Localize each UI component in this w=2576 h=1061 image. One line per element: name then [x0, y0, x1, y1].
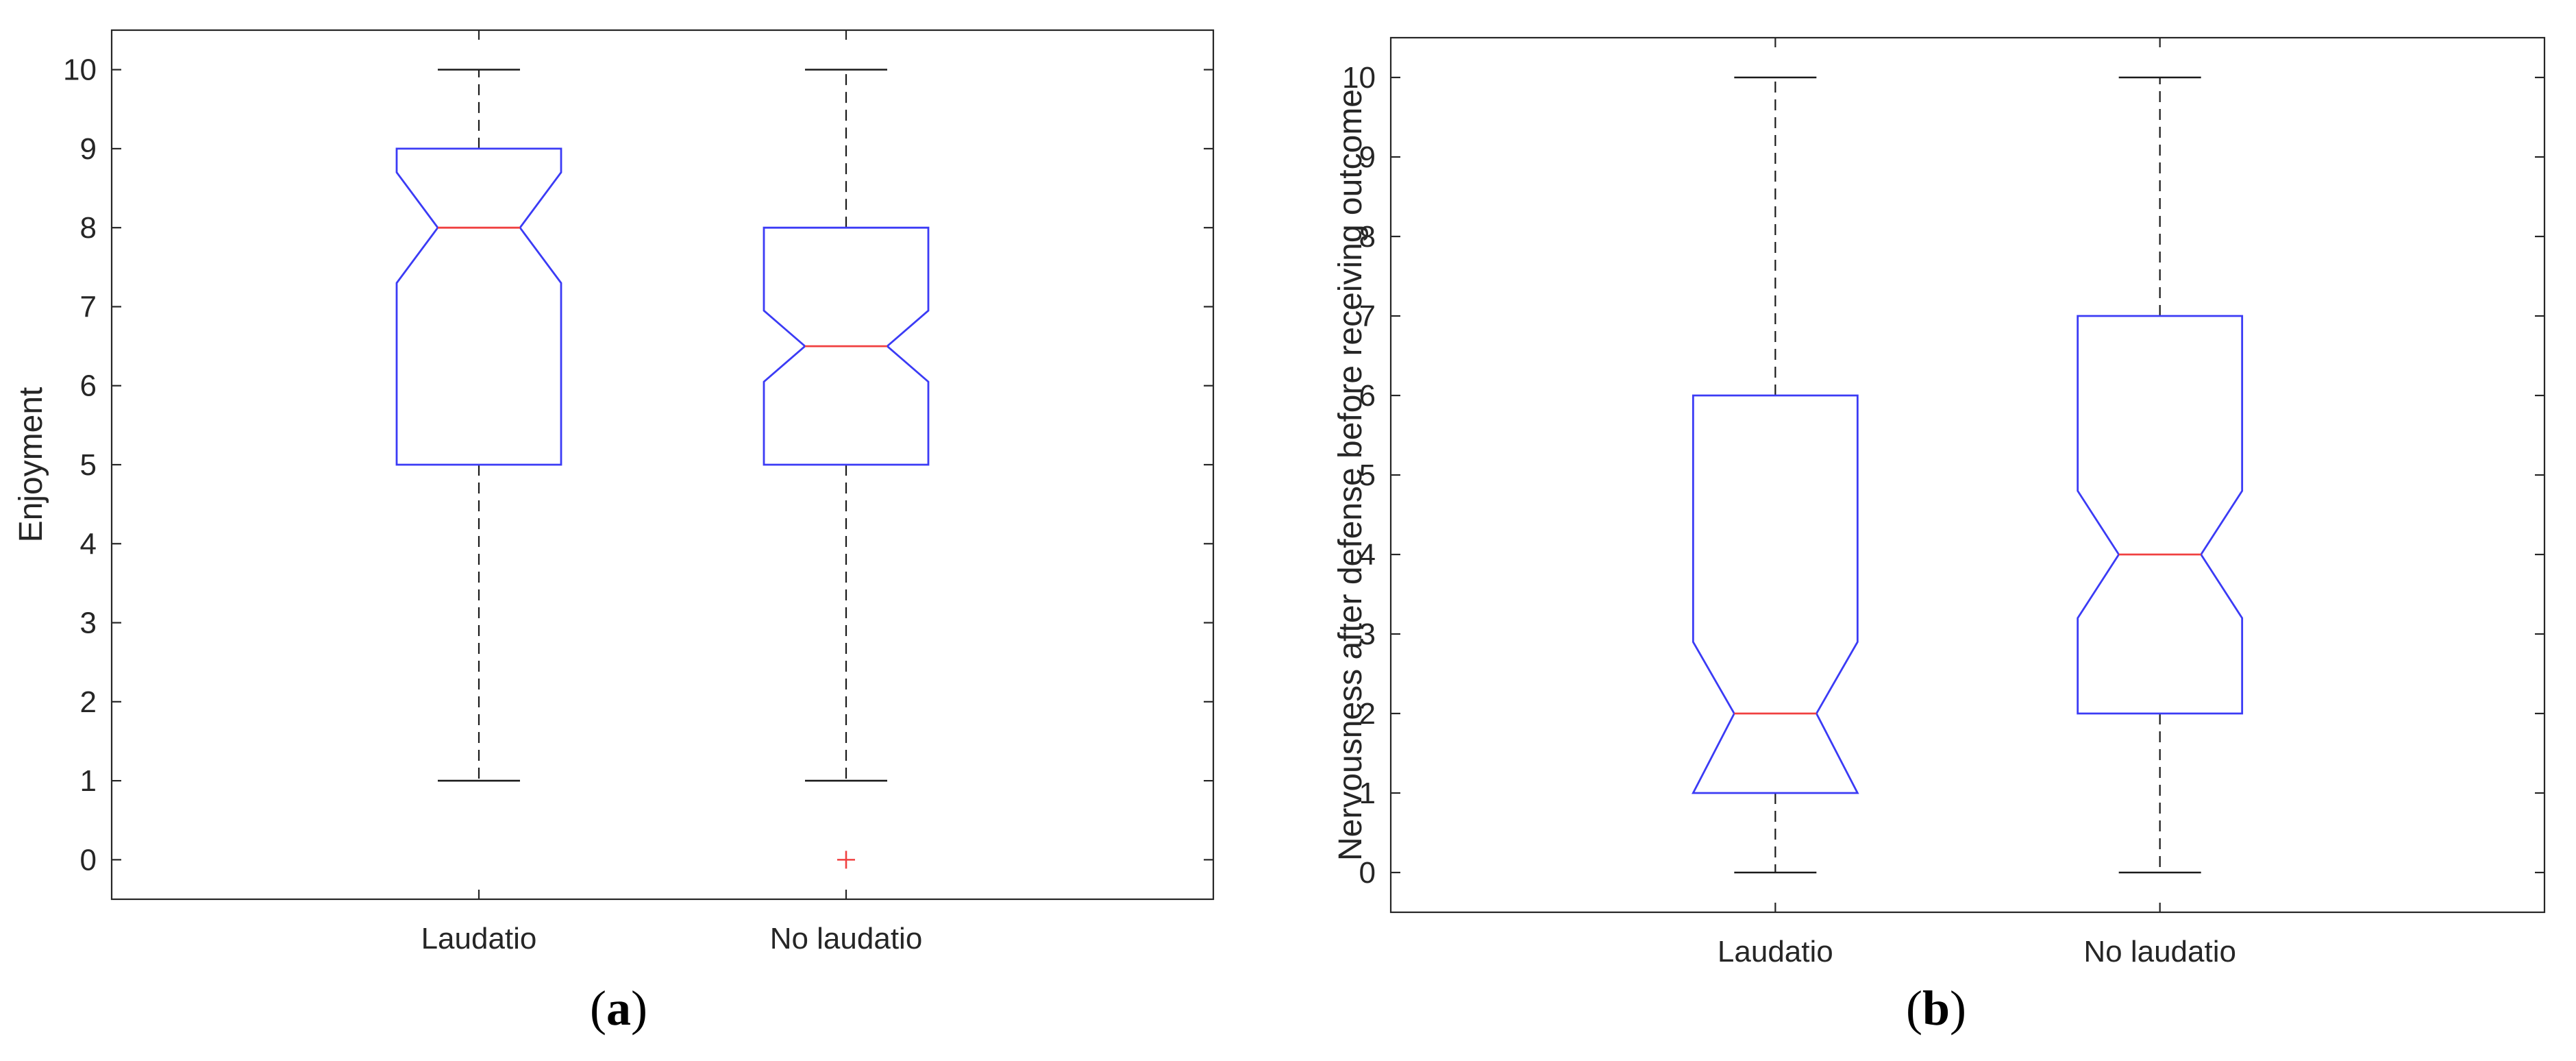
panel-label-letter: b — [1922, 981, 1950, 1036]
box-body — [1692, 394, 1859, 794]
y-tick-label: 10 — [63, 53, 97, 87]
box-1 — [2077, 76, 2244, 874]
y-tick-label: 2 — [80, 685, 97, 719]
x-category-label: Laudatio — [1718, 935, 1833, 968]
y-tick-label: 8 — [80, 211, 97, 245]
y-tick-label: 3 — [80, 607, 97, 640]
y-axis-title: Nervousness after defense before receivi… — [1333, 89, 1369, 861]
panel-a: 0 1 2 3 4 5 6 7 8 9 10 Laudatio No laudatio Enjoyment… — [13, 29, 1215, 1036]
outlier-marker — [837, 851, 855, 869]
y-tick-label: 0 — [1359, 856, 1376, 890]
panel-label: (b) — [1906, 981, 1966, 1036]
x-category-label: No laudatio — [2083, 935, 2236, 968]
box-1 — [763, 69, 930, 869]
y-tick-label: 1 — [80, 764, 97, 798]
axes-frame — [110, 29, 1215, 901]
y-tick-label: 9 — [80, 132, 97, 166]
y-tick-label: 10 — [1342, 61, 1376, 95]
x-category-label: Laudatio — [421, 922, 537, 955]
y-tick-label: 2 — [1359, 697, 1376, 731]
y-tick-label: 4 — [1359, 538, 1376, 572]
y-tick-label: 1 — [1359, 777, 1376, 810]
box-0 — [395, 69, 562, 782]
axes-frame — [1389, 36, 2546, 914]
panel-label-close: ) — [631, 981, 647, 1036]
box-body — [2077, 315, 2244, 715]
panel-label: (a) — [590, 981, 647, 1036]
box-body — [395, 147, 562, 466]
box-0 — [1692, 76, 1859, 874]
y-axis-title: Enjoyment — [13, 387, 49, 543]
y-tick-label: 5 — [80, 448, 97, 482]
y-tick-label: 7 — [1359, 300, 1376, 333]
panel-label-letter: a — [606, 981, 631, 1036]
y-tick-label: 5 — [1359, 459, 1376, 492]
y-tick-label: 6 — [1359, 379, 1376, 413]
y-tick-label: 9 — [1359, 141, 1376, 174]
y-tick-label: 6 — [80, 369, 97, 403]
y-tick-label: 0 — [80, 843, 97, 877]
y-tick-label: 3 — [1359, 618, 1376, 651]
y-tick-label: 8 — [1359, 220, 1376, 254]
panel-b: 0 1 2 3 4 5 6 7 8 9 10 Laudatio No laudatio Nervousne… — [1333, 36, 2546, 1036]
y-tick-label: 7 — [80, 290, 97, 324]
panel-label-close: ) — [1950, 981, 1966, 1036]
panel-label-open: ( — [1906, 981, 1922, 1036]
y-tick-label: 4 — [80, 527, 97, 561]
x-category-label: No laudatio — [770, 922, 923, 955]
panel-label-open: ( — [590, 981, 606, 1036]
